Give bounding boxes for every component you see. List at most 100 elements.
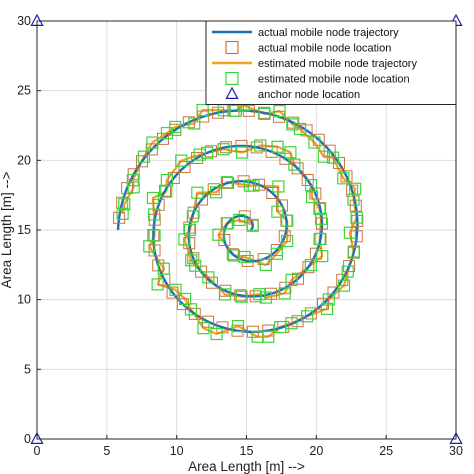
estimated-location-marker: [304, 259, 317, 272]
legend-label: actual mobile node trajectory: [258, 27, 399, 39]
actual-location-marker: [113, 211, 126, 224]
estimated-location-marker: [337, 172, 350, 185]
legend-label: estimated mobile node trajectory: [258, 58, 417, 70]
actual-location-marker: [287, 116, 300, 129]
estimated-location-marker: [212, 228, 225, 241]
estimated-location-marker: [285, 273, 298, 287]
estimated-location-marker: [305, 179, 318, 192]
actual-location-marker: [166, 286, 179, 299]
estimated-location-marker: [262, 330, 275, 343]
actual-location-marker: [195, 193, 208, 206]
estimated-location-marker: [197, 322, 210, 335]
estimated-location-marker: [253, 288, 266, 301]
actual-location-marker: [183, 237, 196, 250]
estimated-location-marker: [314, 212, 328, 225]
estimated-location-marker: [258, 107, 271, 121]
y-tick-label: 25: [17, 84, 31, 98]
actual-location-marker: [275, 199, 288, 212]
actual-location-marker: [309, 187, 322, 200]
estimated-location-marker: [243, 179, 257, 192]
anchor-node-marker: [449, 431, 463, 444]
actual-location-marker: [340, 170, 353, 183]
estimated-location-marker: [272, 180, 285, 193]
legend-square-swatch: [225, 40, 239, 55]
estimated-location-marker: [210, 327, 223, 341]
estimated-location-marker: [236, 146, 249, 159]
estimated-location-marker: [189, 259, 202, 272]
estimated-location-marker: [137, 150, 150, 163]
legend-label: estimated mobile node location: [258, 74, 410, 86]
actual-trajectory-line: [116, 109, 359, 333]
estimated-location-marker: [270, 247, 283, 260]
actual-location-marker: [312, 133, 325, 146]
estimated-location-marker: [146, 136, 159, 149]
estimated-location-marker: [317, 150, 330, 163]
estimated-location-marker: [160, 185, 173, 198]
y-axis-label: Area Length [m] -->: [0, 172, 14, 289]
actual-location-marker: [350, 230, 363, 243]
estimated-location-marker: [200, 146, 214, 159]
estimated-location-marker: [313, 202, 326, 216]
estimated-location-marker: [151, 278, 164, 291]
estimated-location-marker: [288, 158, 301, 171]
estimated-location-marker: [322, 293, 335, 306]
actual-location-marker: [167, 172, 180, 185]
estimated-location-marker: [148, 208, 161, 221]
estimated-location-marker: [169, 283, 182, 296]
estimated-location-marker: [349, 182, 362, 195]
estimated-location-marker: [271, 205, 284, 218]
estimated-location-marker: [178, 233, 191, 246]
actual-location-marker: [291, 162, 304, 175]
estimated-location-marker: [284, 146, 297, 159]
actual-location-marker: [278, 230, 291, 243]
estimated-location-marker: [305, 191, 319, 204]
estimated-location-marker: [127, 181, 140, 194]
actual-location-marker: [197, 110, 210, 123]
estimated-location-marker: [143, 240, 156, 253]
estimated-location-marker: [293, 122, 307, 136]
estimated-location-marker: [175, 154, 188, 167]
estimated-location-marker: [218, 288, 232, 301]
estimated-location-marker: [259, 291, 273, 304]
estimated-location-marker: [118, 198, 131, 211]
actual-location-marker: [315, 217, 328, 230]
estimated-location-marker: [209, 186, 223, 199]
estimated-location-marker: [217, 143, 230, 156]
estimated-location-marker: [196, 103, 209, 117]
legend-label: actual mobile node location: [258, 43, 391, 55]
actual-location-marker: [291, 272, 304, 285]
estimated-location-marker: [259, 258, 272, 272]
legend-square-swatch: [225, 71, 239, 86]
estimated-location-marker: [316, 250, 329, 263]
actual-location-marker: [346, 184, 359, 197]
actual-location-marker: [207, 183, 220, 196]
estimated-location-marker: [188, 117, 201, 130]
estimated-location-marker: [337, 279, 351, 292]
estimated-location-marker: [126, 174, 139, 187]
legend-label: anchor node location: [258, 89, 360, 101]
estimated-location-marker: [160, 126, 174, 140]
actual-location-marker: [202, 315, 215, 328]
legend-triangle-swatch: [225, 86, 239, 100]
x-tick-label: 10: [170, 444, 184, 458]
estimated-location-marker: [308, 136, 321, 149]
actual-location-marker: [250, 141, 263, 154]
actual-location-marker: [145, 143, 158, 156]
actual-location-marker: [235, 139, 248, 152]
y-tick-label: 0: [24, 432, 31, 446]
x-tick-label: 25: [379, 444, 393, 458]
estimated-location-marker: [184, 303, 198, 316]
estimated-location-marker: [231, 320, 245, 333]
estimated-location-marker: [220, 217, 233, 230]
estimated-location-marker: [235, 290, 248, 303]
actual-location-marker: [300, 124, 313, 137]
actual-location-marker: [219, 141, 232, 154]
estimated-location-marker: [233, 213, 246, 227]
estimated-location-marker: [347, 246, 360, 259]
estimated-location-marker: [285, 317, 298, 330]
estimated-location-marker: [246, 218, 259, 231]
actual-location-marker: [327, 286, 340, 299]
estimated-location-marker: [157, 262, 170, 275]
estimated-location-marker: [169, 120, 182, 134]
x-tick-label: 0: [34, 444, 41, 458]
